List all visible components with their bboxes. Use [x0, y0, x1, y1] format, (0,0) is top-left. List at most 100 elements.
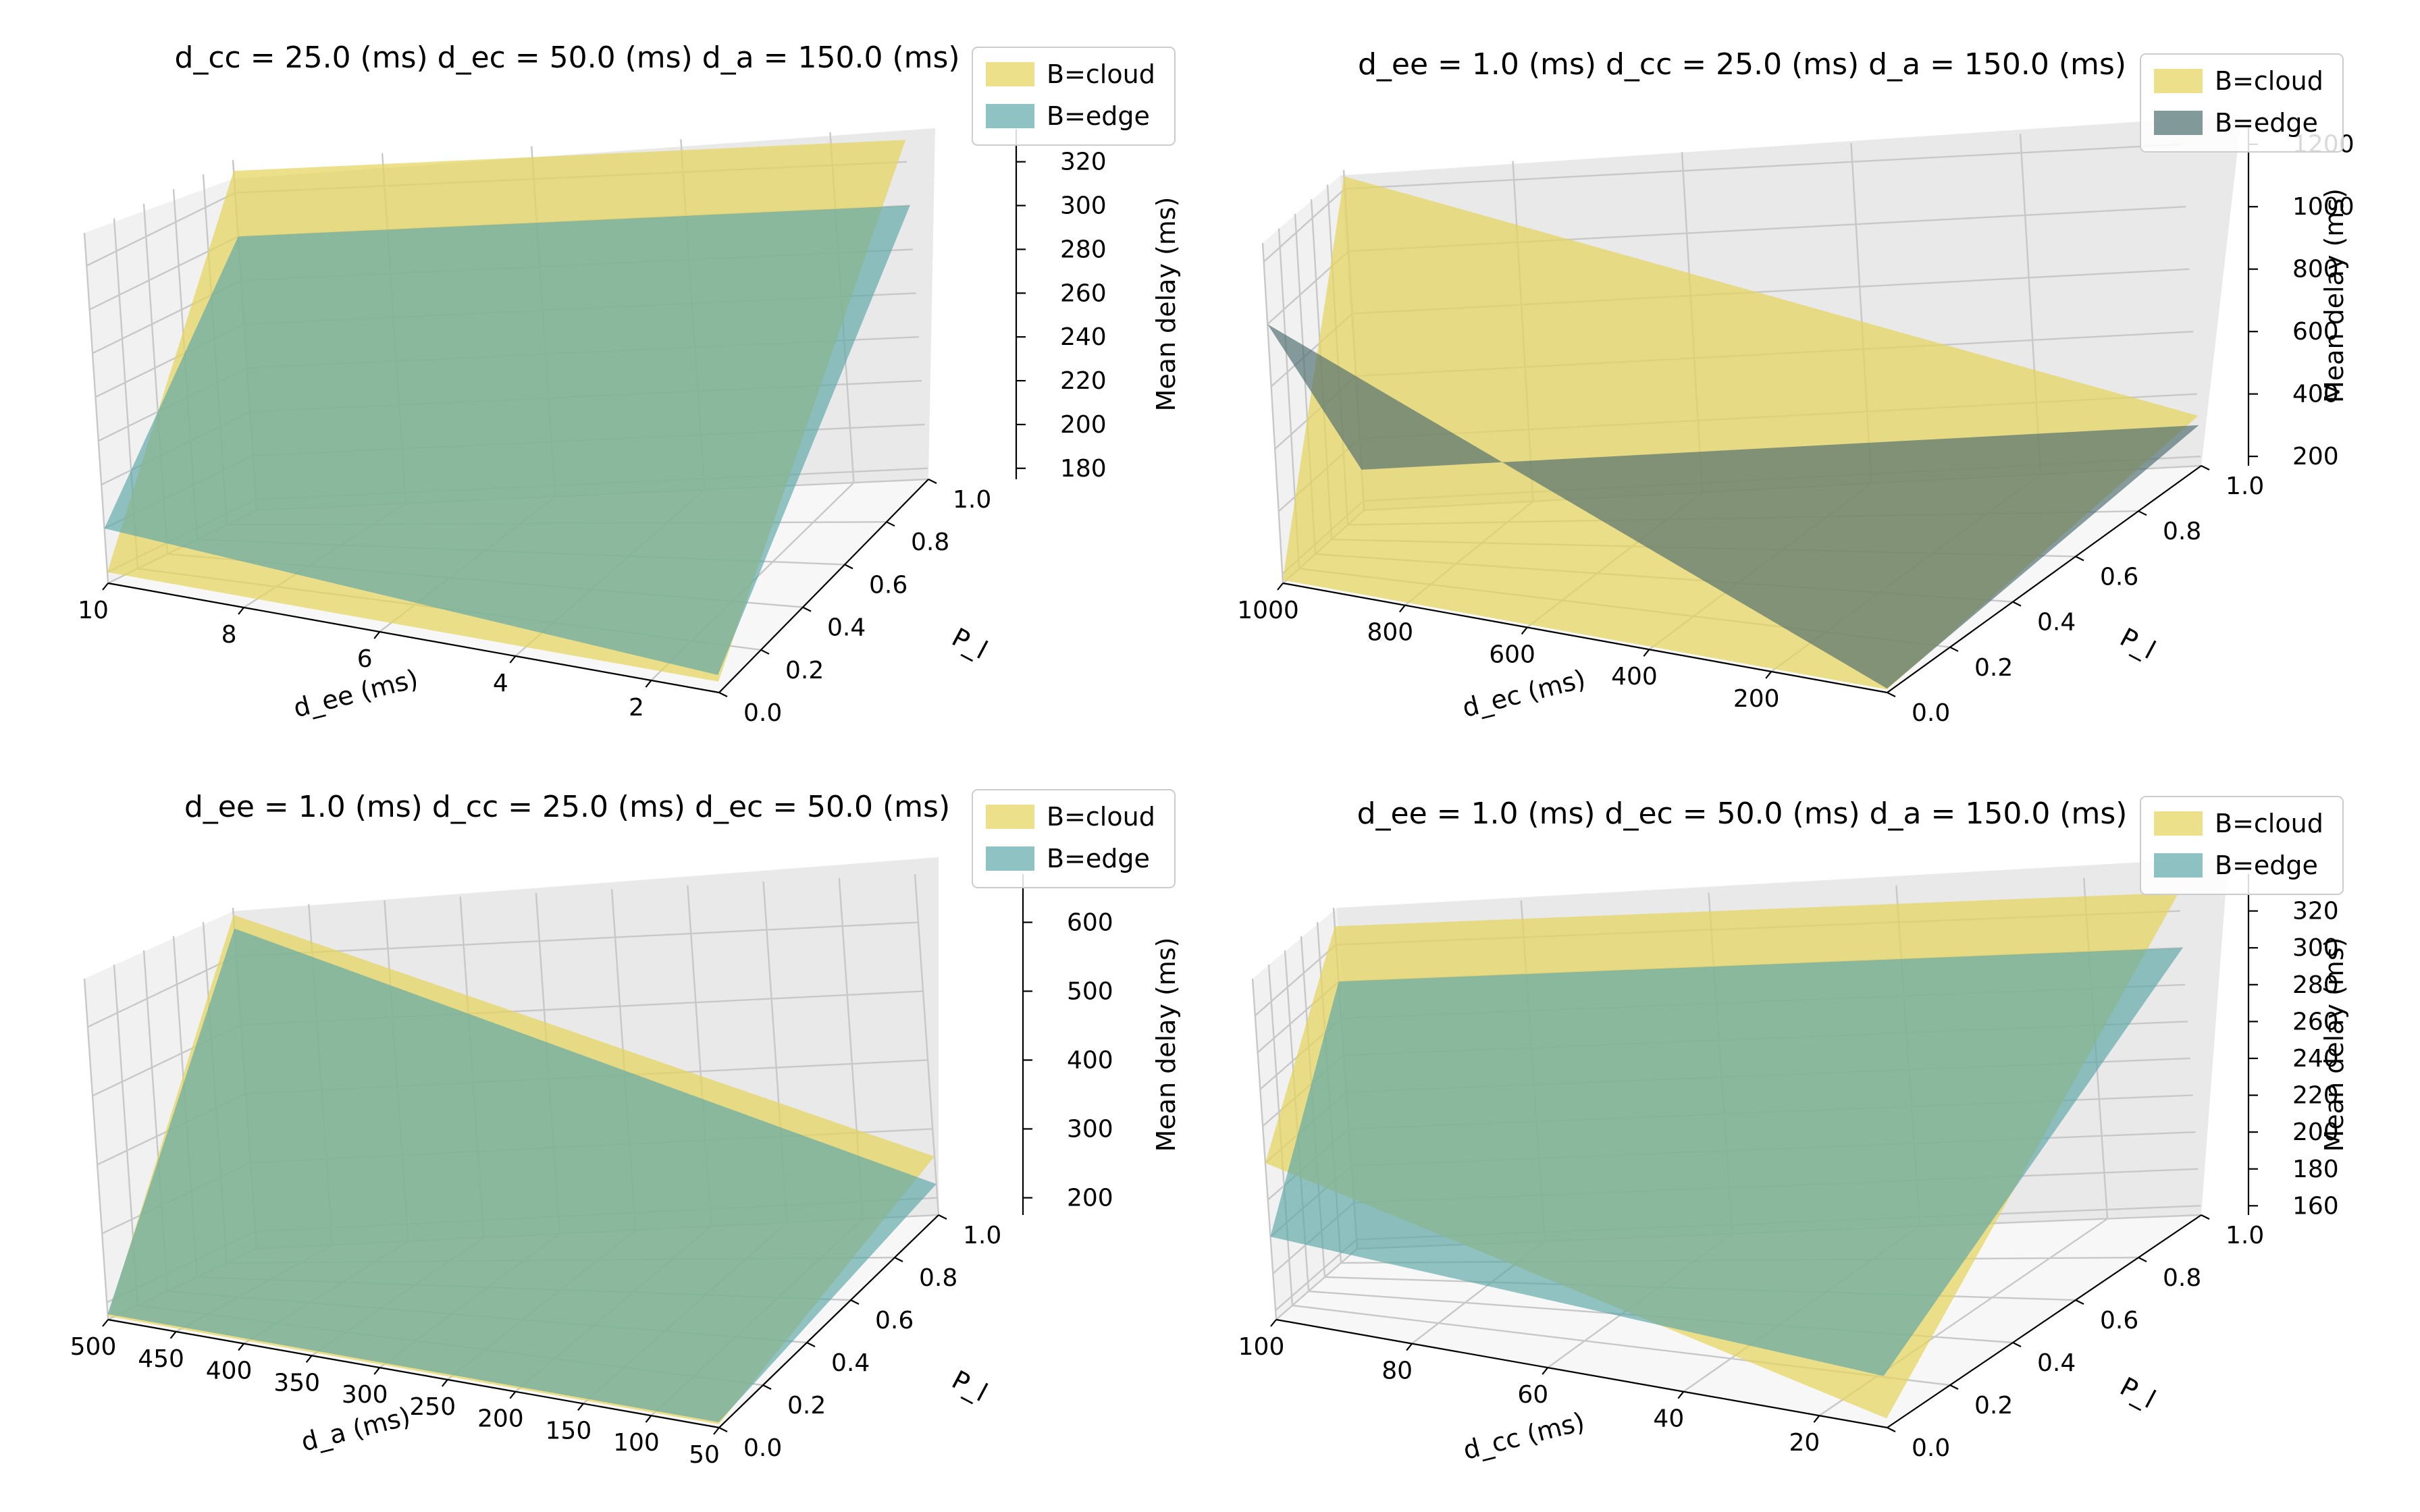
z-tick-label: 600	[2292, 318, 2339, 346]
x-tick-label: 1000	[1237, 597, 1299, 624]
grid-y-side	[83, 978, 109, 1320]
z-tick-label: 200	[2292, 1118, 2339, 1146]
legend-swatch-edge	[2154, 853, 2203, 878]
z-tick-label: 400	[1067, 1046, 1113, 1074]
x-tick-mark	[1406, 1343, 1413, 1351]
y-tick-label: 0.4	[831, 1349, 870, 1377]
y-tick-label: 0.6	[875, 1307, 914, 1334]
legend-swatch-cloud	[986, 805, 1034, 829]
y-tick-label: 0.0	[1912, 699, 1950, 727]
y-axis-label: P_l	[947, 1365, 993, 1407]
legend-label-cloud: B=cloud	[2215, 66, 2323, 96]
x-tick-mark	[305, 1355, 313, 1364]
y-tick-mark	[2138, 510, 2147, 516]
y-axis-label: P_l	[2115, 622, 2161, 665]
legend-label-cloud: B=cloud	[1047, 802, 1155, 832]
x-tick-label: 450	[138, 1345, 184, 1373]
y-tick-mark	[2201, 465, 2210, 470]
x-tick-mark	[238, 1343, 244, 1351]
x-tick-label: 600	[1489, 641, 1535, 668]
x-tick-label: 8	[221, 621, 237, 649]
surface-edge	[1270, 948, 2183, 1376]
surface-edge	[107, 928, 937, 1422]
z-tick-label: 320	[2292, 898, 2339, 925]
y-tick-label: 0.2	[785, 657, 824, 684]
z-axis-label: Mean delay (ms)	[1151, 938, 1181, 1152]
z-tick-label: 300	[1060, 192, 1107, 220]
legend-label-edge: B=edge	[1047, 101, 1150, 131]
y-tick-label: 1.0	[963, 1222, 1001, 1249]
z-tick-label: 240	[1060, 323, 1107, 351]
y-axis-label: P_l	[947, 622, 993, 665]
x-tick-mark	[238, 607, 244, 615]
x-tick-label: 80	[1382, 1357, 1413, 1385]
chart-title: d_cc = 25.0 (ms) d_ec = 50.0 (ms) d_a = …	[174, 40, 959, 75]
grid-y-side	[1251, 978, 1278, 1320]
x-tick-mark	[1521, 626, 1528, 635]
z-tick-label: 500	[1067, 977, 1113, 1005]
y-tick-label: 0.4	[827, 614, 866, 642]
x-tick-mark	[509, 1390, 517, 1399]
x-tick-mark	[373, 1367, 381, 1375]
y-tick-label: 0.0	[743, 1434, 782, 1462]
x-tick-mark	[1277, 583, 1284, 591]
x-tick-label: 60	[1517, 1381, 1548, 1409]
y-tick-label: 1.0	[2226, 1222, 2264, 1249]
y-tick-mark	[760, 649, 770, 655]
y-tick-mark	[2201, 1214, 2210, 1220]
legend-label-edge: B=edge	[2215, 850, 2318, 880]
x-tick-label: 40	[1653, 1405, 1684, 1433]
y-tick-mark	[2012, 601, 2022, 607]
y-tick-mark	[850, 1299, 860, 1305]
z-tick-label: 220	[2292, 1082, 2339, 1110]
y-axis-line	[1887, 465, 2202, 693]
legend: B=cloud B=edge	[972, 789, 1176, 888]
z-tick-label: 200	[1067, 1184, 1113, 1212]
grid-x-back	[914, 873, 940, 1216]
x-tick-label: 20	[1789, 1429, 1820, 1457]
surface-edge	[104, 205, 910, 676]
legend-label-edge: B=edge	[2215, 108, 2318, 138]
x-tick-label: 2	[629, 694, 644, 722]
z-tick-label: 260	[2292, 1008, 2339, 1035]
z-tick-label: 180	[1060, 455, 1107, 483]
x-tick-label: 100	[613, 1429, 660, 1457]
x-tick-mark	[645, 1415, 652, 1423]
z-tick-label: 180	[2292, 1156, 2339, 1183]
x-tick-label: 200	[1733, 685, 1780, 713]
y-tick-label: 0.6	[2100, 563, 2138, 591]
legend-swatch-edge	[986, 104, 1034, 128]
grid-y-side	[1261, 242, 1284, 584]
x-tick-mark	[1270, 1319, 1277, 1327]
y-tick-mark	[928, 479, 937, 484]
y-tick-label: 1.0	[953, 486, 991, 514]
legend: B=cloud B=edge	[2140, 53, 2344, 153]
y-tick-mark	[802, 606, 812, 612]
legend: B=cloud B=edge	[972, 47, 1176, 146]
y-tick-label: 1.0	[2226, 473, 2264, 500]
x-tick-mark	[1765, 671, 1772, 679]
x-axis-label: d_cc (ms)	[1461, 1407, 1588, 1465]
z-tick-label: 160	[2292, 1192, 2339, 1220]
legend-label-edge: B=edge	[1047, 844, 1150, 873]
x-tick-mark	[577, 1403, 584, 1411]
x-axis-label: d_a (ms)	[298, 1401, 414, 1457]
x-tick-label: 10	[78, 597, 109, 624]
y-axis-line	[1887, 1214, 2202, 1428]
x-tick-mark	[1677, 1390, 1685, 1399]
y-tick-label: 0.4	[2037, 609, 2076, 637]
x-tick-mark	[1398, 605, 1406, 613]
x-tick-mark	[169, 1331, 177, 1339]
y-tick-label: 0.6	[2100, 1307, 2138, 1334]
surface-edge	[1267, 324, 2199, 688]
y-tick-mark	[718, 1427, 728, 1432]
y-tick-mark	[1949, 646, 1959, 652]
y-tick-label: 0.8	[919, 1264, 957, 1292]
z-tick-label: 320	[1060, 148, 1107, 176]
x-tick-label: 50	[689, 1441, 720, 1469]
y-tick-mark	[2075, 1299, 2084, 1305]
z-tick-label: 400	[2292, 381, 2339, 408]
chart-title: d_ee = 1.0 (ms) d_ec = 50.0 (ms) d_a = 1…	[1357, 796, 2128, 831]
x-tick-label: 500	[70, 1333, 117, 1361]
legend: B=cloud B=edge	[2140, 796, 2344, 895]
